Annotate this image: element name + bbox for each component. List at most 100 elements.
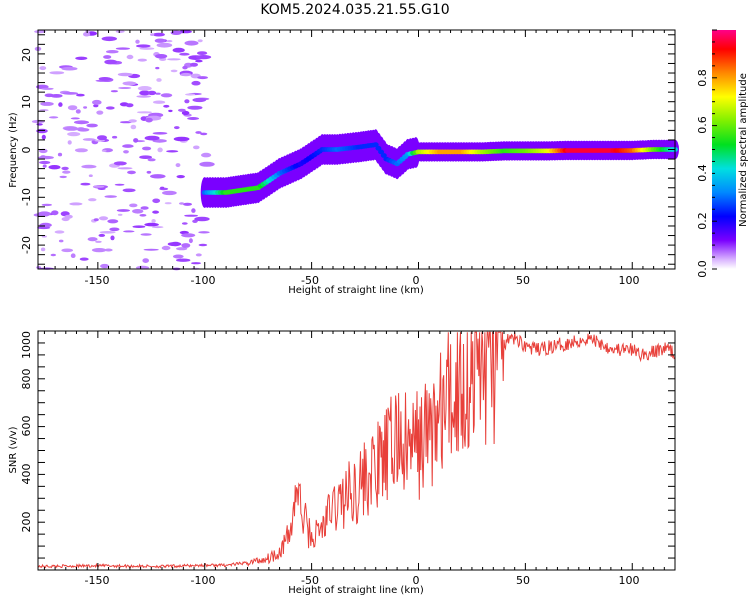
snr-frame <box>37 330 676 571</box>
noise-blob <box>154 38 166 43</box>
noise-blob <box>58 239 64 243</box>
noise-blob <box>80 182 91 186</box>
noise-blob <box>62 92 79 95</box>
noise-blob <box>103 55 112 59</box>
noise-blob <box>156 78 162 82</box>
noise-blob <box>174 126 180 130</box>
noise-blob <box>69 202 83 206</box>
colorbar-tick-label: 0.6 <box>696 116 709 134</box>
noise-blob <box>180 72 192 77</box>
noise-blob <box>181 243 191 248</box>
spec-xtick-label: -150 <box>85 274 110 287</box>
noise-blob <box>145 117 153 123</box>
noise-blob <box>144 222 159 227</box>
noise-blob <box>110 235 115 241</box>
noise-blob <box>115 47 130 50</box>
noise-blob <box>113 161 127 166</box>
noise-blob <box>137 86 152 91</box>
snr-ytick-label: 600 <box>20 416 33 437</box>
noise-blob <box>99 231 116 234</box>
noise-blob <box>197 51 208 55</box>
noise-blob <box>122 144 134 148</box>
noise-blob <box>140 206 149 210</box>
snr-series-line <box>37 331 675 569</box>
snr-y-axis-label: SNR (v/v) <box>8 426 19 473</box>
noise-blob <box>197 39 203 43</box>
noise-blob <box>128 119 137 123</box>
noise-blob <box>168 109 173 113</box>
colorbar-tick-label: 0.4 <box>696 164 709 182</box>
noise-blob <box>140 233 152 236</box>
noise-blob <box>201 152 212 158</box>
noise-blob <box>150 33 155 36</box>
noise-blob <box>34 30 46 34</box>
noise-blob <box>195 59 203 63</box>
noise-blob <box>104 248 113 252</box>
noise-blob <box>115 30 125 33</box>
noise-blob <box>40 101 54 106</box>
noise-blob <box>39 66 47 71</box>
noise-blob <box>166 150 179 153</box>
noise-blob <box>191 262 201 265</box>
spec-ytick-label: 10 <box>20 95 33 109</box>
noise-blob <box>150 174 166 179</box>
noise-blob <box>127 170 136 175</box>
noise-blob <box>175 163 181 168</box>
noise-blob <box>104 59 118 65</box>
noise-blob <box>163 104 170 108</box>
noise-blob <box>160 93 173 98</box>
noise-blob <box>179 202 185 205</box>
noise-blob <box>185 93 196 96</box>
signal-core <box>380 153 387 158</box>
noise-blob <box>155 92 161 95</box>
noise-blob <box>176 175 185 179</box>
noise-blob <box>101 36 118 42</box>
noise-blob <box>136 95 151 98</box>
noise-blob <box>50 94 63 98</box>
spec-xtick-label: 0 <box>413 274 420 287</box>
noise-blob <box>162 190 177 196</box>
noise-blob <box>100 263 110 269</box>
noise-blob <box>107 219 119 224</box>
noise-blob <box>152 132 168 135</box>
signal-core <box>378 149 385 155</box>
noise-blob <box>64 214 73 219</box>
noise-blob <box>151 226 164 229</box>
noise-blob <box>58 102 63 107</box>
noise-blob <box>198 243 208 247</box>
noise-blob <box>176 247 188 251</box>
noise-blob <box>184 214 199 217</box>
snr-xtick-label: -50 <box>301 574 319 587</box>
noise-blob <box>146 170 152 174</box>
noise-blob <box>37 211 51 216</box>
noise-blob <box>125 103 134 108</box>
noise-blob <box>98 216 109 221</box>
noise-blob <box>42 164 47 168</box>
noise-blob <box>93 104 99 108</box>
noise-blob <box>62 170 71 174</box>
noise-blob <box>130 124 137 130</box>
spec-ytick-label: -20 <box>20 236 33 254</box>
noise-blob <box>83 31 91 37</box>
noise-blob <box>129 203 138 208</box>
noise-blob <box>81 164 97 169</box>
noise-blob <box>176 258 191 262</box>
noise-blob <box>199 161 215 167</box>
noise-blob <box>164 202 172 205</box>
noise-blob <box>147 90 157 96</box>
noise-blob <box>101 149 107 152</box>
noise-blob <box>73 120 90 125</box>
noise-blob <box>160 186 165 189</box>
noise-blob <box>39 222 52 228</box>
noise-blob <box>155 54 168 59</box>
noise-blob <box>106 50 119 54</box>
noise-blob <box>79 257 89 261</box>
noise-blob <box>117 213 123 216</box>
noise-blob <box>179 52 190 56</box>
noise-blob <box>109 227 120 232</box>
noise-blob <box>126 54 134 60</box>
noise-blob <box>61 66 78 71</box>
snr-x-axis-label: Height of straight line (km) <box>288 585 424 596</box>
noise-blob <box>142 258 149 263</box>
noise-blob <box>91 248 107 253</box>
